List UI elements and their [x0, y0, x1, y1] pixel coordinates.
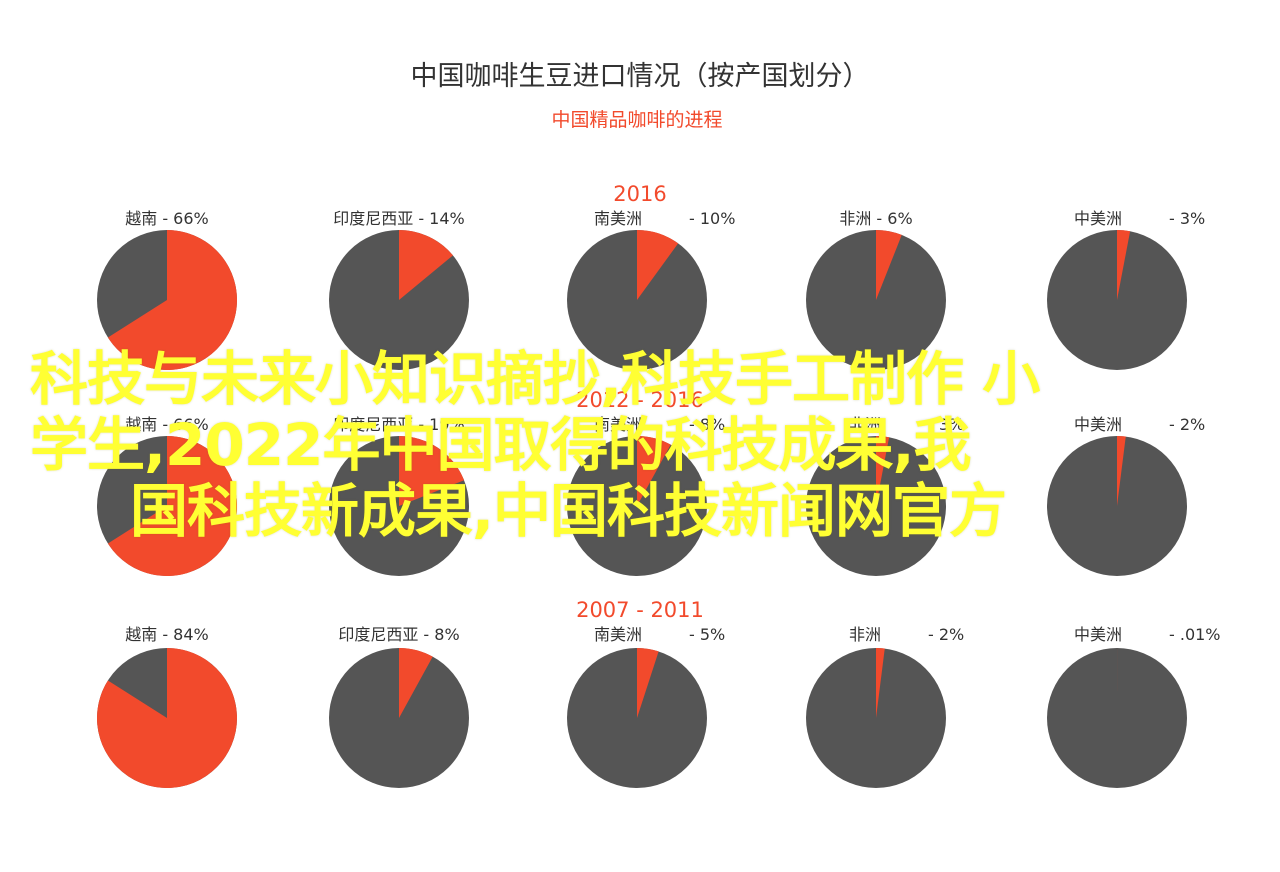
pie-label: 中美洲	[1074, 625, 1122, 644]
pie-slice-2	[637, 648, 659, 718]
pie-pct-label: - 8%	[689, 415, 725, 434]
pie-slice-2	[637, 436, 671, 506]
overlay-line-2: 学生,2022年中国取得的科技成果,我	[30, 411, 971, 479]
chart-subtitle: 中国精品咖啡的进程	[551, 109, 722, 131]
pie-label: 越南 - 66%	[125, 209, 209, 228]
chart-title: 中国咖啡生豆进口情况（按产国划分）	[411, 61, 870, 92]
pie-label: 中美洲	[1074, 415, 1122, 434]
pie-pct-label: - 3%	[1169, 209, 1205, 228]
pie-slice-0	[107, 229, 238, 370]
pie-slice-0	[107, 436, 238, 577]
pie-pct-label: - 3%	[928, 415, 964, 434]
period-label: 2007 - 2011	[576, 598, 704, 622]
period-label: 2012 - 2016	[576, 388, 704, 412]
overlay-line-1: 科技与未来小知识摘抄,科技手工制作 小	[30, 345, 1040, 413]
pie-label: 越南 - 66%	[125, 415, 209, 434]
pie-slice-2	[637, 230, 679, 300]
pie-pct-label: - 2%	[1169, 415, 1205, 434]
pie-slice-3	[876, 230, 902, 300]
pie-label: 非洲 - 6%	[839, 209, 912, 228]
pie-label: 越南 - 84%	[125, 625, 209, 644]
pie-slice-4	[1117, 230, 1131, 300]
pie-slice-0	[97, 648, 238, 788]
pie-slice-1	[399, 436, 465, 506]
period-label: 2016	[613, 182, 666, 206]
pie-slice-3	[876, 436, 890, 506]
pie-label: 非洲	[849, 415, 881, 434]
pie-label: 南美洲	[594, 625, 642, 644]
pie-pct-label: - 2%	[928, 625, 964, 644]
pie-label: 印度尼西亚 - 8%	[338, 625, 459, 644]
pie-label: 印度尼西亚 - 14%	[333, 209, 465, 228]
pie-pct-label: - 5%	[689, 625, 725, 644]
pie-slice-4	[1117, 435, 1126, 506]
pie-pct-label: - 10%	[689, 209, 735, 228]
pie-pct-label: - .01%	[1169, 625, 1221, 644]
pie-label: 印度尼西亚 - 19%	[333, 415, 465, 434]
pie-slice-1	[399, 648, 433, 718]
pie-slice-1	[399, 230, 453, 300]
pie-slice-3	[876, 648, 885, 718]
pie-label: 南美洲	[594, 415, 642, 434]
pie-label: 中美洲	[1074, 209, 1122, 228]
pie-label: 非洲	[849, 625, 881, 644]
pie-label: 南美洲	[594, 209, 642, 228]
overlay-line-3: 国科技新成果,中国科技新闻网官方	[130, 477, 1007, 545]
watermark-overlay-text: 科技与未来小知识摘抄,科技手工制作 小 学生,2022年中国取得的科技成果,我 …	[30, 346, 1250, 544]
